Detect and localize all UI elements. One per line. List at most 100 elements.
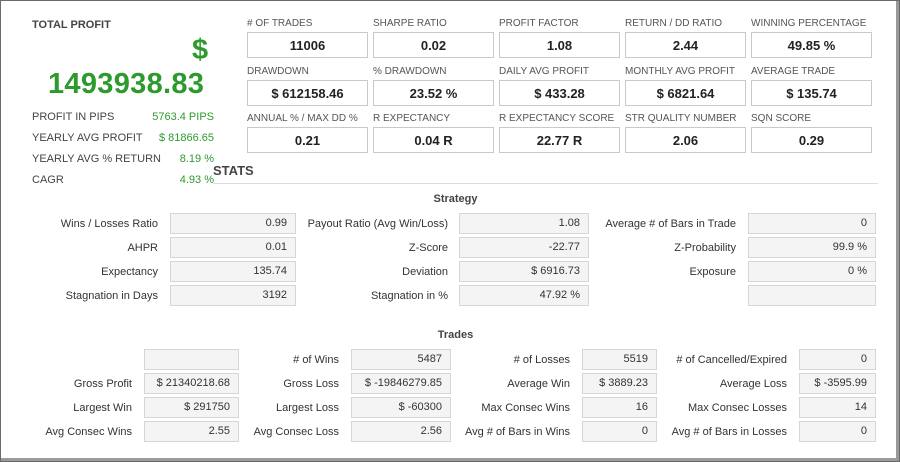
metric-card: AVERAGE TRADE $ 135.74 [751, 66, 872, 106]
metric-value: 11006 [247, 32, 368, 58]
metric-label: SHARPE RATIO [373, 18, 447, 29]
strategy-value: 1.08 [459, 213, 589, 234]
strategy-label: AHPR [127, 242, 158, 254]
strategy-value: 0 % [748, 261, 876, 282]
metric-card: MONTHLY AVG PROFIT $ 6821.64 [625, 66, 746, 106]
metric-value: 2.44 [625, 32, 746, 58]
trades-value: 16 [582, 397, 657, 418]
trades-value: 0 [799, 421, 876, 442]
trades-label: Max Consec Wins [481, 402, 570, 414]
metric-value: 49.85 % [751, 32, 872, 58]
strategy-value [748, 285, 876, 306]
trades-value: $ -3595.99 [799, 373, 876, 394]
stats-divider [213, 183, 878, 184]
trades-label: Max Consec Losses [687, 402, 787, 414]
trades-value: $ 21340218.68 [144, 373, 239, 394]
trades-label: Gross Loss [283, 378, 339, 390]
total-profit-currency: $ [192, 34, 209, 66]
trades-value: 5487 [351, 349, 451, 370]
metric-value: $ 612158.46 [247, 80, 368, 106]
metric-card: WINNING PERCENTAGE 49.85 % [751, 18, 872, 58]
trades-label: Avg Consec Wins [45, 426, 132, 438]
metric-value: 0.29 [751, 127, 872, 153]
strategy-label: Stagnation in % [370, 290, 448, 302]
metric-label: DAILY AVG PROFIT [499, 66, 590, 77]
trades-label: Avg # of Bars in Wins [465, 426, 570, 438]
strategy-label: Payout Ratio (Avg Win/Loss) [307, 218, 448, 230]
metric-label: STR QUALITY NUMBER [625, 113, 737, 124]
strategy-label: Stagnation in Days [65, 290, 158, 302]
trades-label: # of Cancelled/Expired [676, 354, 787, 366]
metric-label: R EXPECTANCY SCORE [499, 113, 615, 124]
metric-label: # OF TRADES [247, 18, 313, 29]
profit-stat-cagr: CAGR 4.93 % [32, 174, 214, 186]
trades-value [144, 349, 239, 370]
trades-value: 0 [799, 349, 876, 370]
strategy-label: Exposure [689, 266, 736, 278]
strategy-label: Deviation [402, 266, 448, 278]
trades-value: 0 [582, 421, 657, 442]
strategy-value: 135.74 [170, 261, 296, 282]
metric-card: STR QUALITY NUMBER 2.06 [625, 113, 746, 153]
metric-card: DAILY AVG PROFIT $ 433.28 [499, 66, 620, 106]
trades-label: Average Win [507, 378, 570, 390]
metric-label: PROFIT FACTOR [499, 18, 579, 29]
profit-stat-value: 5763.4 PIPS [152, 111, 214, 123]
metric-label: MONTHLY AVG PROFIT [625, 66, 736, 77]
trades-value: 2.55 [144, 421, 239, 442]
metric-value: $ 433.28 [499, 80, 620, 106]
metric-label: AVERAGE TRADE [751, 66, 836, 77]
trades-label: Avg # of Bars in Losses [671, 426, 787, 438]
metric-card: % DRAWDOWN 23.52 % [373, 66, 494, 106]
trades-value: $ 3889.23 [582, 373, 657, 394]
strategy-value: -22.77 [459, 237, 589, 258]
profit-stat-label: PROFIT IN PIPS [32, 111, 115, 123]
metric-value: $ 6821.64 [625, 80, 746, 106]
strategy-value: 99.9 % [748, 237, 876, 258]
trades-value: 5519 [582, 349, 657, 370]
strategy-label: Z-Probability [674, 242, 736, 254]
trades-label: Gross Profit [73, 378, 132, 390]
trades-label: Average Loss [719, 378, 787, 390]
metric-card: SQN SCORE 0.29 [751, 113, 872, 153]
strategy-value: 47.92 % [459, 285, 589, 306]
trades-value: $ -19846279.85 [351, 373, 451, 394]
profit-stat-label: YEARLY AVG PROFIT [32, 132, 143, 144]
metric-value: 0.21 [247, 127, 368, 153]
metric-value: $ 135.74 [751, 80, 872, 106]
metric-value: 0.04 R [373, 127, 494, 153]
metric-label: WINNING PERCENTAGE [751, 18, 867, 29]
metric-label: ANNUAL % / MAX DD % [247, 113, 358, 124]
metric-value: 23.52 % [373, 80, 494, 106]
trades-value: $ -60300 [351, 397, 451, 418]
metric-label: DRAWDOWN [247, 66, 309, 77]
metric-card: R EXPECTANCY SCORE 22.77 R [499, 113, 620, 153]
trades-label: # of Wins [293, 354, 339, 366]
trades-label: Largest Loss [276, 402, 339, 414]
strategy-heading: Strategy [433, 193, 478, 205]
profit-stat-label: CAGR [32, 174, 64, 186]
trades-value: $ 291750 [144, 397, 239, 418]
profit-stat-label: YEARLY AVG % RETURN [32, 153, 161, 165]
total-profit-title: TOTAL PROFIT [32, 19, 111, 31]
strategy-value: 0 [748, 213, 876, 234]
metric-label: SQN SCORE [751, 113, 812, 124]
metric-value: 0.02 [373, 32, 494, 58]
metric-card: PROFIT FACTOR 1.08 [499, 18, 620, 58]
strategy-label: Average # of Bars in Trade [605, 218, 736, 230]
metric-label: RETURN / DD RATIO [625, 18, 723, 29]
strategy-value: 0.01 [170, 237, 296, 258]
strategy-value: 3192 [170, 285, 296, 306]
metric-card: DRAWDOWN $ 612158.46 [247, 66, 368, 106]
metric-card: RETURN / DD RATIO 2.44 [625, 18, 746, 58]
strategy-label: Expectancy [101, 266, 158, 278]
strategy-value: $ 6916.73 [459, 261, 589, 282]
metric-card: # OF TRADES 11006 [247, 18, 368, 58]
profit-stat-yearly-avg-profit: YEARLY AVG PROFIT $ 81866.65 [32, 132, 214, 144]
trades-heading: Trades [437, 329, 474, 341]
total-profit-value: 1493938.83 [48, 68, 205, 100]
stats-heading: STATS [213, 163, 254, 178]
profit-stat-yearly-avg-return: YEARLY AVG % RETURN 8.19 % [32, 153, 214, 165]
profit-stat-value: $ 81866.65 [158, 132, 214, 144]
metric-card: ANNUAL % / MAX DD % 0.21 [247, 113, 368, 153]
